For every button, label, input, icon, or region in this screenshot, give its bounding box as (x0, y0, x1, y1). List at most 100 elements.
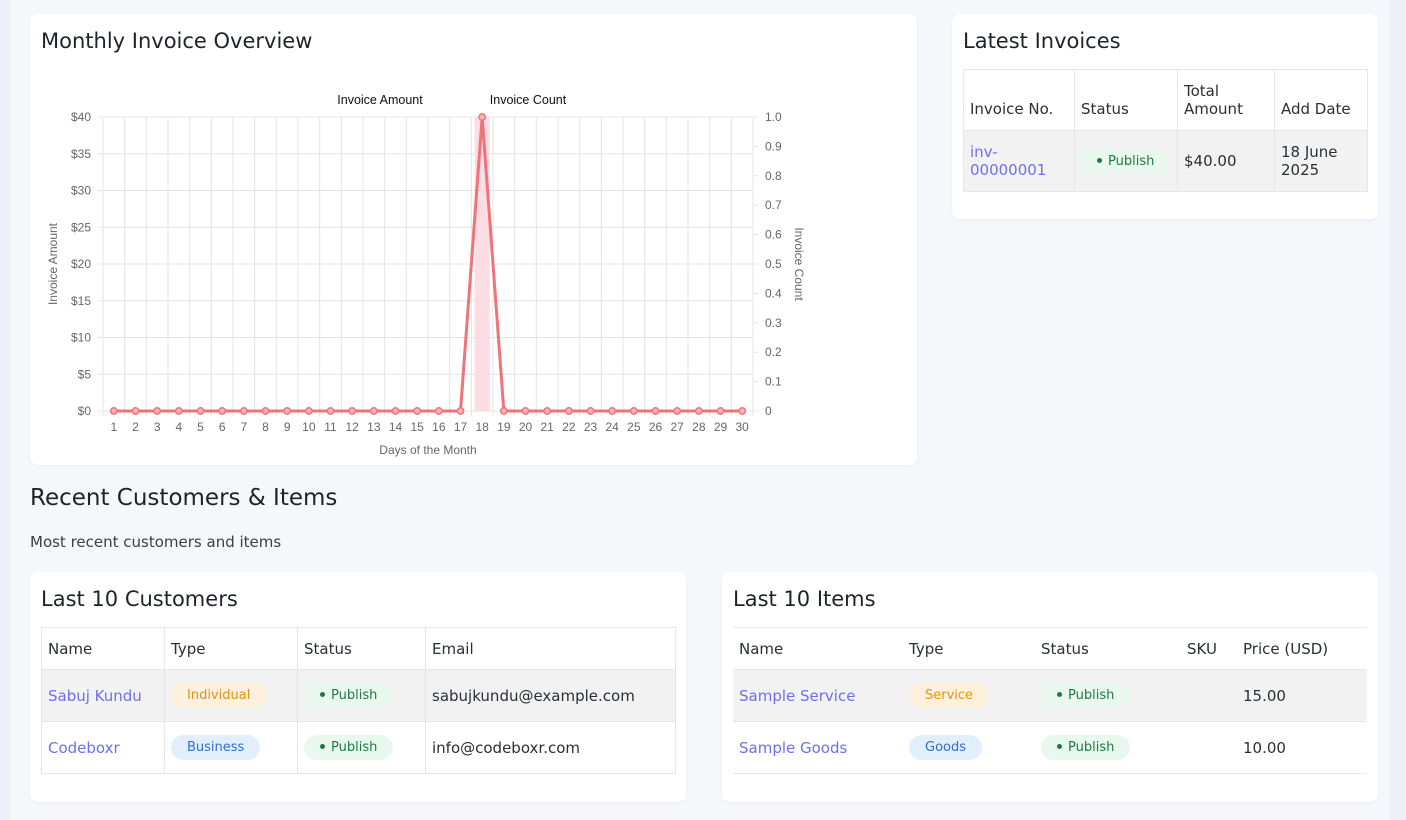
x-tick-label: 3 (154, 420, 161, 434)
items-table: Name Type Status SKU Price (USD) Sample … (733, 627, 1367, 774)
x-tick-label: 2 (132, 420, 139, 434)
y-tick-label: $35 (71, 147, 91, 161)
x-tick-label: 18 (475, 420, 489, 434)
amount-point (391, 407, 400, 415)
x-tick-label: 22 (562, 420, 576, 434)
x-tick-label: 4 (175, 420, 182, 434)
x-tick-label: 29 (714, 420, 728, 434)
x-tick-label: 17 (454, 420, 468, 434)
x-tick-label: 25 (627, 420, 641, 434)
status-dot-icon (1057, 744, 1062, 749)
y2-tick-label: 0.3 (765, 316, 782, 330)
amount-point (326, 407, 335, 415)
amount-point (434, 407, 443, 415)
amount-point (239, 407, 248, 415)
y2-tick-label: 0 (765, 404, 772, 418)
monthly-invoice-overview-card: Monthly Invoice Overview $0 $5 $10 $15 $20 $2… (30, 14, 917, 465)
amount-point (369, 407, 378, 415)
x-tick-label: 15 (410, 420, 424, 434)
amount-point (218, 407, 227, 415)
latest-invoices-card: Latest Invoices Invoice No. Status Total… (952, 14, 1378, 219)
item-sku (1181, 669, 1237, 722)
item-name-link[interactable]: Sample Goods (739, 738, 848, 757)
type-badge: Goods (909, 735, 983, 760)
item-name-link[interactable]: Sample Service (739, 686, 856, 705)
customer-email: info@codeboxr.com (425, 721, 676, 774)
invoice-total: $40.00 (1177, 130, 1275, 192)
status-dot-icon (320, 692, 325, 697)
last-items-card: Last 10 Items Name Type Status SKU Price… (722, 572, 1378, 802)
table-row: Sample Service Service Publish 15.00 (733, 669, 1367, 722)
amount-point (413, 407, 422, 415)
header-type: Type (164, 627, 298, 670)
chart-card-title: Monthly Invoice Overview (41, 29, 313, 53)
table-row: Codeboxr Business Publish info@codeboxr.… (41, 721, 676, 774)
header-add-date: Add Date (1274, 69, 1368, 131)
x-tick-label: 28 (692, 420, 706, 434)
status-badge-label: Publish (1108, 153, 1155, 169)
table-row: Sabuj Kundu Individual Publish sabujkund… (41, 669, 676, 722)
x-tick-label: 5 (197, 420, 204, 434)
y-tick-label: $10 (71, 331, 91, 345)
x-tick-label: 30 (735, 420, 749, 434)
x-tick-label: 16 (432, 420, 446, 434)
y-tick-label: $20 (71, 257, 91, 271)
customers-table: Name Type Status Email Sabuj Kundu Indiv… (41, 627, 676, 774)
items-card-title: Last 10 Items (733, 587, 876, 611)
x-tick-label: 21 (540, 420, 554, 434)
x-tick-label: 10 (302, 420, 316, 434)
x-tick-label: 26 (649, 420, 663, 434)
header-status: Status (1074, 69, 1178, 131)
amount-point (196, 407, 205, 415)
amount-point (716, 407, 725, 415)
amount-point (586, 407, 595, 415)
x-tick-label: 20 (519, 420, 533, 434)
amount-point (456, 407, 465, 415)
status-dot-icon (320, 744, 325, 749)
y2-axis-title: Invoice Count (792, 227, 806, 301)
status-dot-icon (1097, 157, 1102, 163)
customer-name-link[interactable]: Codeboxr (48, 738, 120, 757)
item-sku (1181, 722, 1237, 774)
status-badge-label: Publish (331, 740, 378, 755)
x-tick-label: 7 (240, 420, 247, 434)
amount-point (283, 407, 292, 415)
header-type: Type (909, 639, 944, 658)
count-bar (474, 117, 490, 411)
invoice-date: 18 June 2025 (1274, 130, 1368, 192)
amount-point (673, 407, 682, 415)
amount-point (131, 407, 140, 415)
header-name: Name (41, 627, 165, 670)
status-badge-label: Publish (1068, 688, 1115, 703)
status-badge: Publish (304, 735, 394, 760)
amount-point (738, 407, 747, 415)
legend-invoice-amount: Invoice Amount (337, 93, 423, 107)
amount-point (543, 407, 552, 415)
type-badge: Business (171, 735, 261, 760)
x-tick-label: 24 (605, 420, 619, 434)
header-status: Status (297, 627, 426, 670)
recent-section-title: Recent Customers & Items (30, 485, 338, 511)
latest-invoices-title: Latest Invoices (963, 29, 1121, 53)
customer-name-link[interactable]: Sabuj Kundu (48, 686, 142, 705)
amount-point (348, 407, 357, 415)
y2-tick-label: 0.2 (765, 345, 782, 359)
x-tick-label: 12 (345, 420, 359, 434)
status-badge-label: Publish (331, 688, 378, 703)
amount-point (629, 407, 638, 415)
header-sku: SKU (1187, 639, 1217, 658)
y-tick-label: $25 (71, 220, 91, 234)
invoice-number-link[interactable]: inv-00000001 (970, 143, 1047, 179)
x-tick-label: 14 (389, 420, 403, 434)
y-tick-label: $15 (71, 294, 91, 308)
y-tick-label: $30 (71, 184, 91, 198)
table-header-row: Name Type Status Email (41, 627, 676, 670)
y2-tick-label: 0.7 (765, 198, 782, 212)
y2-tick-label: 0.8 (765, 169, 782, 183)
y-tick-label: $40 (71, 110, 91, 124)
y-tick-label: $5 (78, 367, 92, 381)
header-email: Email (425, 627, 676, 670)
y-tick-label: $0 (78, 404, 92, 418)
x-tick-label: 13 (367, 420, 381, 434)
y2-tick-label: 1.0 (765, 110, 782, 124)
